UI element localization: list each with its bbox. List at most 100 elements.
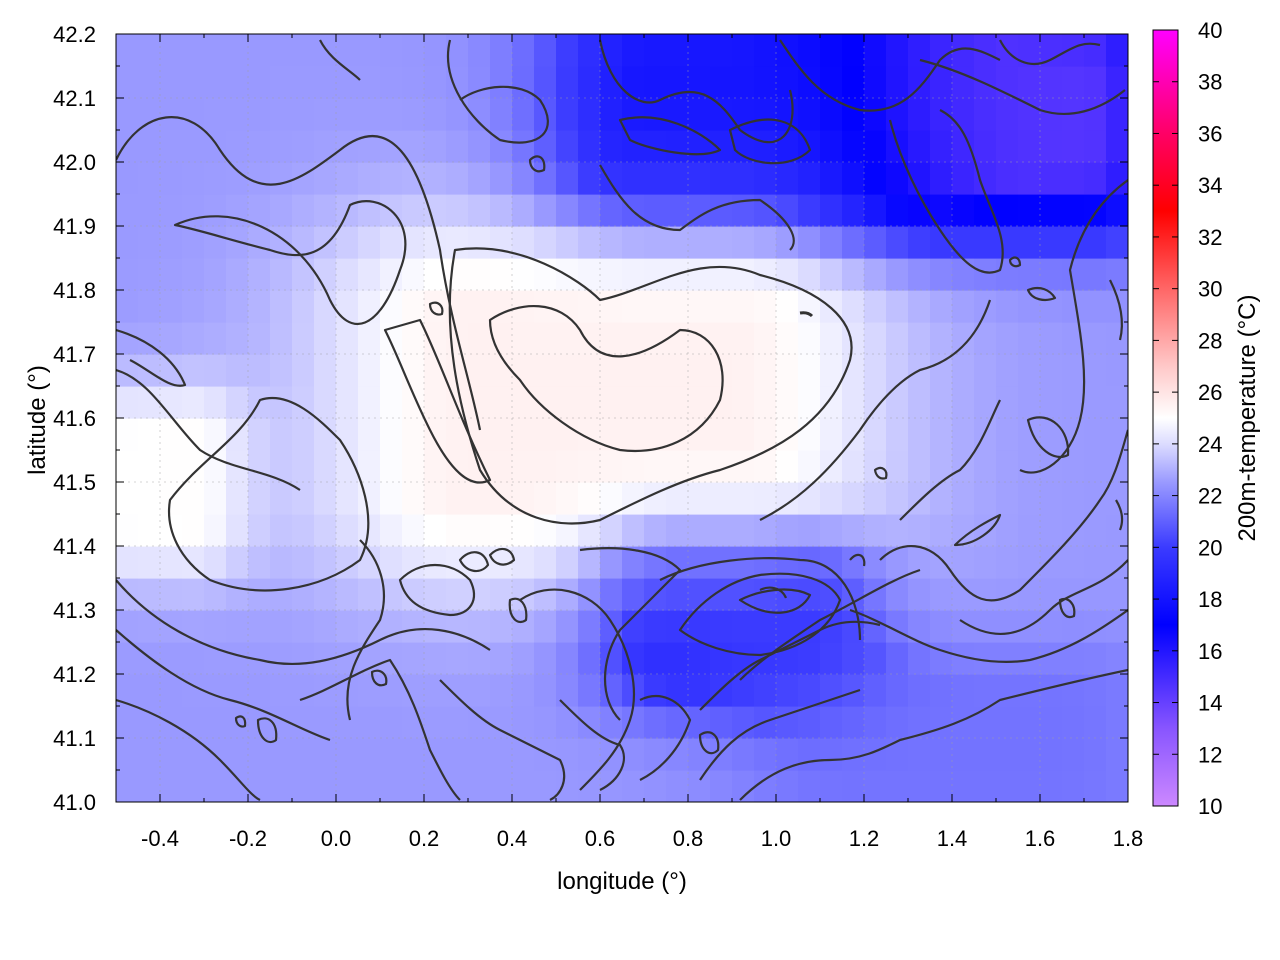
- heatmap-cell: [468, 34, 491, 67]
- heatmap-cell: [886, 674, 909, 707]
- heatmap-cell: [974, 642, 997, 675]
- heatmap-cell: [358, 226, 381, 259]
- x-tick-label: -0.4: [141, 826, 179, 851]
- heatmap-cell: [490, 514, 513, 547]
- heatmap-cell: [578, 770, 601, 802]
- heatmap-cell: [644, 546, 667, 579]
- heatmap-cell: [688, 322, 711, 355]
- heatmap-cell: [160, 674, 183, 707]
- heatmap-cell: [556, 482, 579, 515]
- heatmap-cell: [204, 578, 227, 611]
- heatmap-cell: [424, 386, 447, 419]
- heatmap-cell: [688, 514, 711, 547]
- contour-line: [1115, 499, 1124, 531]
- heatmap-cell: [182, 162, 205, 195]
- heatmap-cell: [798, 98, 821, 131]
- heatmap-cell: [688, 418, 711, 451]
- heatmap-cell: [182, 354, 205, 387]
- contour-line: [346, 539, 385, 721]
- heatmap-cell: [798, 674, 821, 707]
- contour-line: [879, 429, 1128, 602]
- heatmap-cell: [314, 418, 337, 451]
- heatmap-cell: [996, 482, 1019, 515]
- heatmap-cell: [1106, 578, 1128, 611]
- heatmap-cell: [776, 226, 799, 259]
- heatmap-cell: [336, 482, 359, 515]
- heatmap-cell: [160, 450, 183, 483]
- heatmap-cell: [644, 450, 667, 483]
- contour-line: [1026, 286, 1057, 301]
- heatmap-cell: [776, 194, 799, 227]
- heatmap-cell: [182, 386, 205, 419]
- heatmap-cell: [1040, 258, 1063, 291]
- heatmap-cell: [116, 194, 139, 227]
- heatmap-cell: [578, 450, 601, 483]
- heatmap-cell: [996, 290, 1019, 323]
- heatmap-cell: [732, 386, 755, 419]
- x-tick-label: 1.4: [937, 826, 968, 851]
- heatmap-cell: [380, 738, 403, 771]
- heatmap-cell: [930, 514, 953, 547]
- heatmap-cell: [864, 738, 887, 771]
- heatmap-cell: [974, 610, 997, 643]
- contour-line: [728, 118, 812, 165]
- heatmap-cell: [490, 354, 513, 387]
- heatmap-cell: [468, 98, 491, 131]
- contour-line: [899, 399, 1001, 521]
- heatmap-cell: [1040, 354, 1063, 387]
- heatmap-cell: [1040, 386, 1063, 419]
- heatmap-cell: [1084, 418, 1107, 451]
- heatmap-cell: [182, 770, 205, 802]
- heatmap-cell: [666, 354, 689, 387]
- heatmap-cell: [424, 578, 447, 611]
- heatmap-cell: [644, 258, 667, 291]
- heatmap-cell: [886, 386, 909, 419]
- heatmap-cell: [138, 226, 161, 259]
- heatmap-cell: [754, 578, 777, 611]
- heatmap-cell: [842, 674, 865, 707]
- heatmap-cell: [622, 226, 645, 259]
- heatmap-cell: [732, 546, 755, 579]
- x-tick-label: 0.0: [321, 826, 352, 851]
- heatmap-cell: [226, 770, 249, 802]
- heatmap-cell: [138, 706, 161, 739]
- heatmap-cell: [490, 738, 513, 771]
- heatmap-cell: [248, 354, 271, 387]
- heatmap-cell: [248, 738, 271, 771]
- heatmap-cell: [732, 674, 755, 707]
- heatmap-cell: [1040, 706, 1063, 739]
- heatmap-cell: [512, 354, 535, 387]
- contour-line: [618, 116, 722, 156]
- contour-line: [319, 39, 361, 81]
- heatmap-cell: [930, 706, 953, 739]
- heatmap-cell: [380, 226, 403, 259]
- heatmap-cell: [182, 514, 205, 547]
- heatmap-cell: [710, 418, 733, 451]
- heatmap-cell: [820, 386, 843, 419]
- heatmap-cell: [1084, 34, 1107, 67]
- heatmap-cell: [886, 706, 909, 739]
- heatmap-cell: [160, 258, 183, 291]
- heatmap-cell: [512, 514, 535, 547]
- heatmap-cell: [952, 578, 975, 611]
- heatmap-cell: [248, 226, 271, 259]
- contour-line: [759, 299, 992, 521]
- heatmap-cell: [710, 194, 733, 227]
- heatmap-cell: [204, 322, 227, 355]
- heatmap-cell: [908, 418, 931, 451]
- heatmap-cell: [380, 578, 403, 611]
- heatmap-cell: [666, 34, 689, 67]
- heatmap-cell: [908, 226, 931, 259]
- heatmap-cell: [1018, 162, 1041, 195]
- heatmap-cell: [952, 290, 975, 323]
- heatmap-cell: [820, 258, 843, 291]
- heatmap-cell: [842, 482, 865, 515]
- heatmap-cell: [578, 386, 601, 419]
- contour-line: [116, 579, 491, 666]
- heatmap-cell: [1040, 738, 1063, 771]
- heatmap-cell: [974, 450, 997, 483]
- heatmap-cell: [644, 610, 667, 643]
- heatmap-cell: [512, 226, 535, 259]
- heatmap-cell: [666, 514, 689, 547]
- colorbar-tick-label: 18: [1198, 587, 1222, 612]
